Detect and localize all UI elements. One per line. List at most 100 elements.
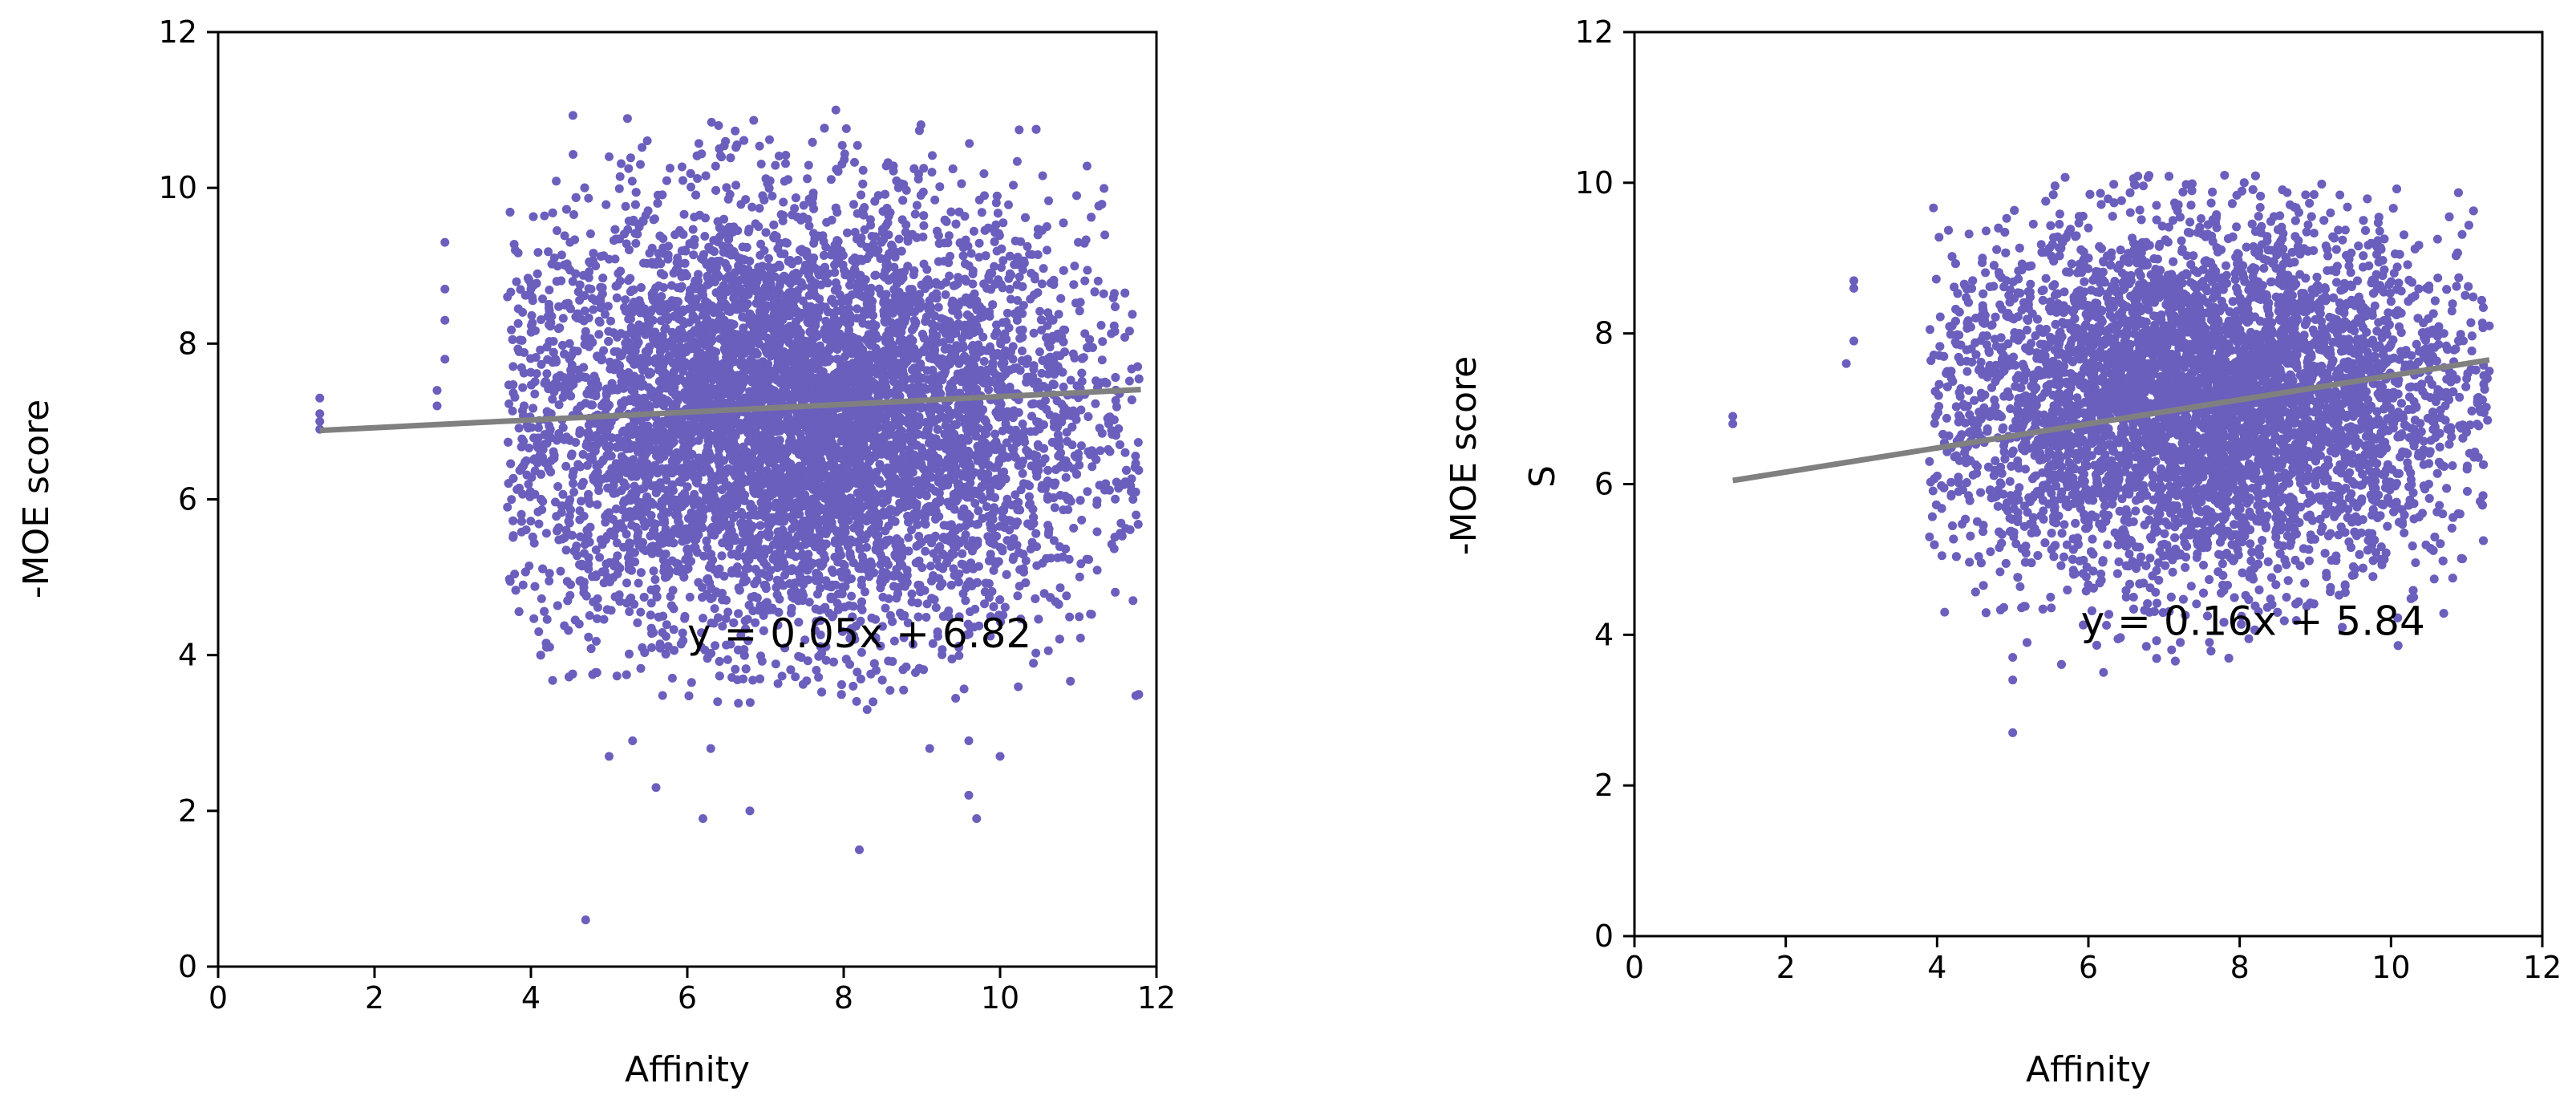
scatter-point (723, 607, 733, 617)
scatter-point (894, 234, 904, 244)
scatter-point (798, 679, 808, 689)
scatter-point (584, 193, 593, 203)
scatter-point (857, 580, 866, 590)
scatter-point (540, 211, 549, 221)
scatter-point (513, 304, 523, 314)
scatter-point (974, 238, 984, 248)
scatter-point (650, 575, 660, 584)
scatter-point (1070, 262, 1079, 271)
scatter-point (601, 310, 610, 319)
scatter-point (1132, 510, 1141, 520)
scatter-point (1050, 503, 1059, 513)
scatter-point (965, 330, 974, 340)
scatter-point (633, 532, 642, 541)
scatter-point (701, 213, 710, 223)
scatter-point (773, 679, 783, 688)
scatter-point (1100, 230, 1110, 240)
scatter-point (853, 667, 862, 677)
scatter-point (1019, 258, 1029, 268)
scatter-point (614, 184, 624, 193)
scatter-point (853, 304, 862, 314)
scatter-point (624, 217, 634, 225)
scatter-point (1025, 249, 1035, 259)
scatter-point (556, 566, 565, 576)
scatter-point (537, 359, 546, 369)
scatter-point (922, 599, 932, 609)
scatter-point (781, 151, 791, 160)
scatter-point (561, 545, 571, 555)
scatter-point (729, 618, 739, 627)
scatter-point (1124, 376, 1134, 386)
scatter-point (585, 610, 594, 620)
scatter-point (777, 671, 787, 681)
scatter-point (859, 306, 869, 316)
scatter-point (548, 395, 557, 404)
scatter-point (991, 220, 1001, 229)
scatter-point (688, 225, 698, 234)
scatter-point (935, 182, 945, 192)
scatter-point (536, 345, 545, 355)
scatter-point (965, 139, 974, 148)
scatter-point (958, 560, 968, 570)
scatter-point (945, 271, 954, 281)
scatter-point (959, 684, 969, 694)
scatter-point (1031, 648, 1041, 658)
scatter-point (1037, 368, 1047, 378)
scatter-point (622, 114, 632, 124)
scatter-point (569, 150, 578, 159)
scatter-point (804, 598, 814, 607)
scatter-point (762, 466, 772, 476)
scatter-point (533, 248, 543, 257)
scatter-point (713, 697, 723, 707)
scatter-point (612, 538, 622, 548)
scatter-point (700, 232, 710, 241)
scatter-point (603, 302, 613, 311)
scatter-point (1018, 347, 1027, 355)
scatter-point (1043, 646, 1053, 655)
scatter-point (537, 594, 546, 603)
scatter-point (1075, 633, 1085, 643)
scatter-point (756, 239, 766, 249)
scatter-point (984, 385, 994, 395)
scatter-point (636, 663, 646, 673)
scatter-point (1059, 382, 1068, 391)
scatter-point (627, 176, 637, 186)
scatter-point (707, 330, 716, 339)
scatter-point (662, 176, 671, 185)
scatter-point (518, 383, 528, 392)
scatter-point (592, 636, 601, 646)
scatter-point (722, 183, 731, 193)
scatter-point (669, 625, 678, 635)
scatter-point (660, 325, 670, 335)
scatter-point (797, 280, 807, 290)
scatter-point (1133, 438, 1143, 447)
scatter-point (968, 270, 978, 278)
scatter-point (647, 643, 657, 652)
scatter-point (1013, 253, 1023, 262)
scatter-point-cloud (504, 111, 1144, 708)
scatter-point (1128, 310, 1137, 319)
scatter-point (1026, 427, 1035, 436)
scatter-point (791, 672, 800, 682)
scatter-point (837, 140, 847, 150)
scatter-point (595, 318, 605, 327)
scatter-point (1080, 329, 1090, 339)
scatter-point (931, 603, 941, 612)
scatter-point (958, 589, 968, 598)
scatter-point (525, 444, 534, 452)
scatter-point (910, 209, 920, 219)
scatter-point (749, 116, 759, 125)
scatter-point (1015, 272, 1024, 282)
scatter-point (1117, 480, 1127, 489)
scatter-point (1038, 171, 1047, 180)
scatter-point (631, 238, 641, 248)
scatter-point (903, 618, 913, 627)
scatter-point (1023, 241, 1032, 251)
scatter-point (606, 316, 615, 326)
scatter-point (711, 161, 720, 171)
scatter-point (655, 639, 665, 649)
scatter-point (928, 151, 937, 160)
scatter-point (565, 497, 574, 507)
scatter-point (507, 325, 516, 335)
